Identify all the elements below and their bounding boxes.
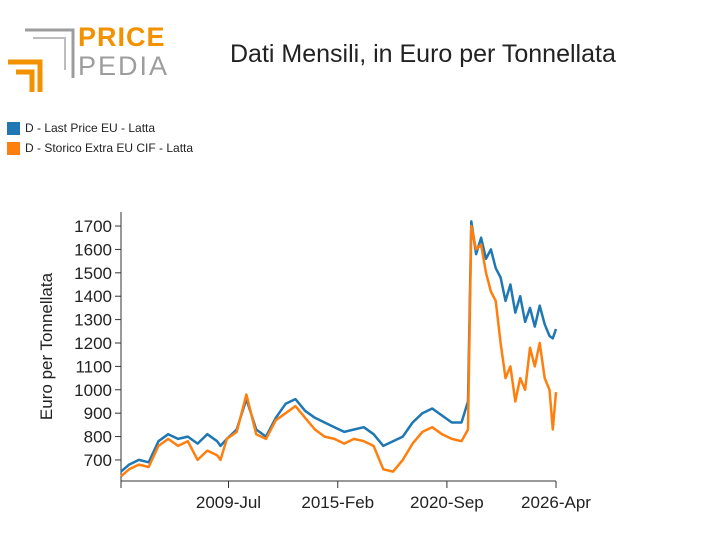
pricepedia-logo: PRICE PEDIA bbox=[8, 22, 168, 92]
legend-swatch-orange bbox=[7, 141, 20, 155]
series-line-last-price-eu bbox=[120, 220, 558, 473]
x-tick-label: 2026-Apr bbox=[521, 493, 591, 512]
chart-title: Dati Mensili, in Euro per Tonnellata bbox=[230, 40, 616, 68]
x-tick-label: 2020-Sep bbox=[410, 493, 484, 512]
x-tick-label: 2015-Feb bbox=[301, 493, 374, 512]
legend-swatch-blue bbox=[7, 121, 20, 135]
y-tick-label: 1000 bbox=[74, 381, 112, 400]
y-tick-label: 1300 bbox=[74, 311, 112, 330]
y-tick-label: 900 bbox=[84, 404, 112, 423]
y-tick-label: 800 bbox=[84, 428, 112, 447]
legend: D - Last Price EU - Latta D - Storico Ex… bbox=[7, 118, 193, 158]
y-tick-label: 1200 bbox=[74, 334, 112, 353]
x-tick-label: 2009-Jul bbox=[196, 493, 261, 512]
legend-label-last-price-eu: D - Last Price EU - Latta bbox=[25, 121, 156, 135]
legend-label-storico-extra-eu: D - Storico Extra EU CIF - Latta bbox=[25, 141, 194, 155]
y-tick-label: 1700 bbox=[74, 217, 112, 236]
series-line-storico-extra-eu bbox=[120, 224, 558, 478]
y-tick-label: 1400 bbox=[74, 287, 112, 306]
y-tick-label: 1500 bbox=[74, 264, 112, 283]
legend-item-storico-extra-eu[interactable]: D - Storico Extra EU CIF - Latta bbox=[7, 138, 193, 158]
y-tick-label: 700 bbox=[84, 451, 112, 470]
legend-item-last-price-eu[interactable]: D - Last Price EU - Latta bbox=[7, 118, 193, 138]
y-axis-label: Euro per Tonnellata bbox=[37, 272, 56, 420]
logo-word-price: PRICE bbox=[78, 22, 166, 52]
logo-mark-icon bbox=[8, 28, 75, 92]
logo-word-pedia: PEDIA bbox=[78, 51, 170, 81]
y-tick-label: 1100 bbox=[75, 357, 112, 376]
y-tick-label: 1600 bbox=[74, 240, 112, 259]
